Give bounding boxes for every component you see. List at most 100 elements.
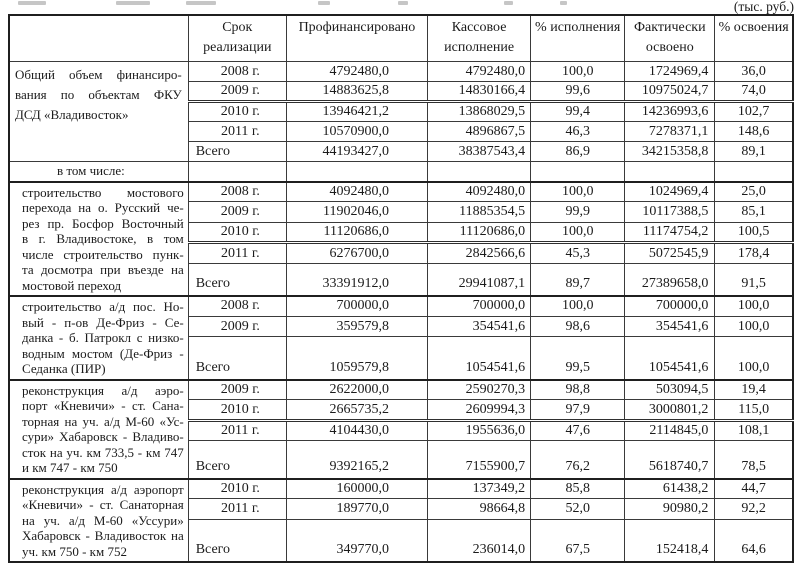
utilized-cell: 34215358,8 xyxy=(624,141,716,162)
util-pct-cell: 115,0 xyxy=(714,399,794,421)
cash-cell: 137349,2 xyxy=(427,477,532,500)
table-row: строительство мостового перехода на о. Р… xyxy=(8,180,794,297)
utilized-cell: 7278371,1 xyxy=(624,121,716,142)
subdivision-row: в том числе: xyxy=(8,161,794,182)
empty-cell xyxy=(624,161,716,182)
financed-cell: 2622000,0 xyxy=(285,378,429,401)
scan-artifact xyxy=(18,1,46,5)
exec-pct-cell: 85,8 xyxy=(530,477,626,500)
exec-pct-cell: 97,9 xyxy=(530,399,626,421)
financed-cell: 6276700,0 xyxy=(285,241,429,264)
table-row: 2009 г. 359579,8 354541,6 98,6 354541,6 … xyxy=(9,315,794,338)
table-row: 2011 г. 189770,0 98664,8 52,0 90980,2 92… xyxy=(9,498,794,520)
utilized-cell: 10117388,5 xyxy=(624,201,716,223)
period-cell: 2011 г. xyxy=(187,498,287,520)
financed-cell: 44193427,0 xyxy=(285,141,429,162)
exec-pct-cell: 86,9 xyxy=(530,141,626,162)
cash-cell: 14830166,4 xyxy=(427,81,532,102)
cash-cell: 700000,0 xyxy=(427,294,532,317)
empty-cell xyxy=(530,161,626,182)
utilized-cell: 152418,4 xyxy=(624,518,716,563)
empty-cell xyxy=(285,161,429,182)
col-header-financed: Профинансировано xyxy=(285,14,429,62)
util-pct-cell: 19,4 xyxy=(714,378,794,401)
row-group-label: строительство а/д пос. Но- вый - п-ов Де… xyxy=(8,295,189,380)
period-cell: 2011 г. xyxy=(187,121,287,142)
cash-cell: 29941087,1 xyxy=(427,262,532,297)
cash-cell: 13868029,5 xyxy=(427,100,532,122)
col-header-cash: Кассовое исполнение xyxy=(427,14,532,62)
financed-cell: 4104430,0 xyxy=(285,418,429,442)
period-cell: 2008 г. xyxy=(187,180,287,203)
financed-cell: 700000,0 xyxy=(285,294,429,317)
exec-pct-cell: 47,6 xyxy=(530,418,626,442)
cash-cell: 236014,0 xyxy=(427,518,532,563)
total-row: Всего 1059579,8 1054541,6 99,5 1054541,6… xyxy=(9,336,794,380)
util-pct-cell: 74,0 xyxy=(714,81,794,102)
exec-pct-cell: 45,3 xyxy=(530,241,626,264)
financed-cell: 1059579,8 xyxy=(285,336,429,380)
financed-cell: 189770,0 xyxy=(285,498,429,520)
period-cell: Всего xyxy=(187,141,287,162)
financed-cell: 349770,0 xyxy=(285,518,429,563)
utilized-cell: 61438,2 xyxy=(624,477,716,500)
utilized-cell: 5618740,7 xyxy=(624,440,716,479)
empty-cell xyxy=(187,161,287,182)
exec-pct-cell: 100,0 xyxy=(530,180,626,203)
subdivision-note: в том числе: xyxy=(8,161,189,182)
unit-note: (тыс. руб.) xyxy=(733,0,794,14)
util-pct-cell: 100,5 xyxy=(714,221,794,244)
exec-pct-cell: 52,0 xyxy=(530,498,626,520)
row-group-label: реконструкция а/д аэро- порт «Кневичи» -… xyxy=(8,378,189,479)
table-row: строительство а/д пос. Но- вый - п-ов Де… xyxy=(8,294,794,380)
util-pct-cell: 36,0 xyxy=(714,61,794,82)
row-group-label: Общий объем финансиро- вания по объектам… xyxy=(8,61,189,162)
cash-cell: 354541,6 xyxy=(427,315,532,338)
funding-table: Срок реализации Профинансировано Кассово… xyxy=(8,14,794,563)
row-group-label: реконструкция а/д аэропорт «Кневичи» - с… xyxy=(8,477,189,563)
financed-cell: 4092480,0 xyxy=(285,180,429,203)
table-row: 2011 г. 10570900,0 4896867,5 46,3 727837… xyxy=(9,121,794,142)
utilized-cell: 2114845,0 xyxy=(624,418,716,442)
table-row: Общий объем финансиро- вания по объектам… xyxy=(8,61,794,162)
period-cell: 2011 г. xyxy=(187,418,287,442)
cash-cell: 2590270,3 xyxy=(427,378,532,401)
period-cell: 2009 г. xyxy=(187,81,287,102)
util-pct-cell: 44,7 xyxy=(714,477,794,500)
cash-cell: 2842566,6 xyxy=(427,241,532,264)
util-pct-cell: 25,0 xyxy=(714,180,794,203)
utilized-cell: 27389658,0 xyxy=(624,262,716,297)
exec-pct-cell: 99,6 xyxy=(530,81,626,102)
exec-pct-cell: 100,0 xyxy=(530,61,626,82)
util-pct-cell: 78,5 xyxy=(714,440,794,479)
empty-cell xyxy=(427,161,532,182)
exec-pct-cell: 46,3 xyxy=(530,121,626,142)
period-cell: 2008 г. xyxy=(187,61,287,82)
scan-artifact xyxy=(398,1,408,5)
cash-cell: 1955636,0 xyxy=(427,418,532,442)
financed-cell: 2665735,2 xyxy=(285,399,429,421)
total-row: Всего 44193427,0 38387543,4 86,9 3421535… xyxy=(9,141,794,162)
col-header-period: Срок реализации xyxy=(187,14,287,62)
table-row: 2010 г. 2665735,2 2609994,3 97,9 3000801… xyxy=(9,399,794,421)
scan-artifact xyxy=(318,1,330,5)
cash-cell: 2609994,3 xyxy=(427,399,532,421)
financed-cell: 14883625,8 xyxy=(285,81,429,102)
cash-cell: 98664,8 xyxy=(427,498,532,520)
col-header-util-pct: % освоения xyxy=(714,14,794,62)
exec-pct-cell: 100,0 xyxy=(530,294,626,317)
period-cell: 2010 г. xyxy=(187,100,287,122)
col-header-exec-pct: % исполнения xyxy=(530,14,626,62)
exec-pct-cell: 100,0 xyxy=(530,221,626,244)
util-pct-cell: 89,1 xyxy=(714,141,794,162)
exec-pct-cell: 99,4 xyxy=(530,100,626,122)
cash-cell: 4896867,5 xyxy=(427,121,532,142)
utilized-cell: 10975024,7 xyxy=(624,81,716,102)
total-row: Всего 9392165,2 7155900,7 76,2 5618740,7… xyxy=(9,440,794,479)
total-row: Всего 33391912,0 29941087,1 89,7 2738965… xyxy=(9,262,794,297)
utilized-cell: 3000801,2 xyxy=(624,399,716,421)
utilized-cell: 90980,2 xyxy=(624,498,716,520)
period-cell: 2009 г. xyxy=(187,378,287,401)
cash-cell: 7155900,7 xyxy=(427,440,532,479)
financed-cell: 11120686,0 xyxy=(285,221,429,244)
